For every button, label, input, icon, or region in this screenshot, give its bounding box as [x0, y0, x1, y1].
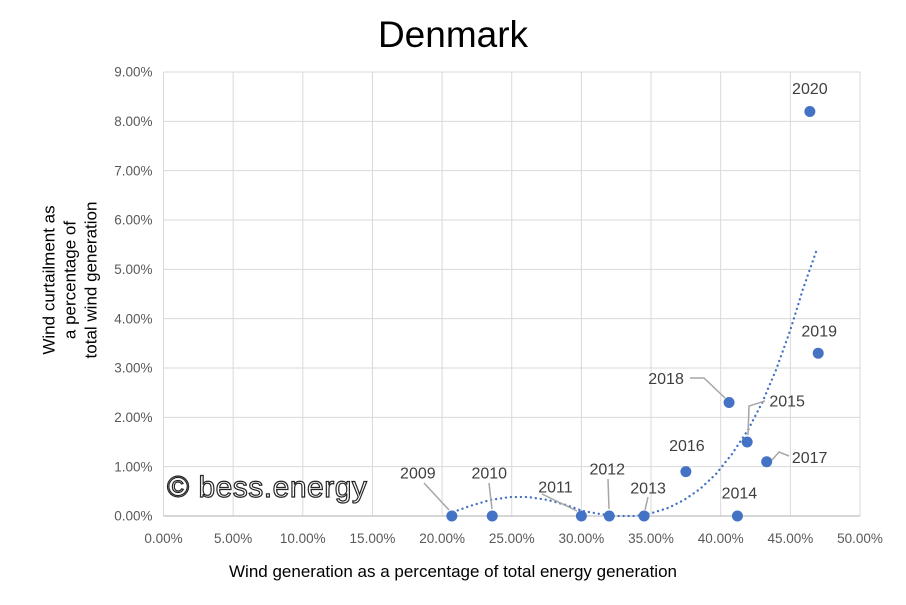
y-tick-label: 2.00%: [114, 410, 152, 425]
x-tick-label: 45.00%: [767, 531, 813, 546]
data-point-label-2020: 2020: [792, 81, 828, 98]
data-point-2013: [638, 510, 650, 522]
leader-line-2013: [644, 496, 649, 511]
x-tick-label: 50.00%: [837, 531, 883, 546]
x-tick-label: 10.00%: [280, 531, 326, 546]
data-point-2018: [723, 397, 735, 409]
x-tick-label: 5.00%: [214, 531, 252, 546]
data-point-label-2010: 2010: [471, 466, 507, 483]
x-tick-label: 20.00%: [419, 531, 465, 546]
y-tick-label: 4.00%: [114, 311, 152, 326]
data-point-label-2019: 2019: [801, 324, 837, 341]
leader-line-2009: [423, 482, 450, 511]
x-tick-label: 15.00%: [350, 531, 396, 546]
data-point-label-2014: 2014: [722, 486, 758, 503]
data-point-2017: [761, 456, 773, 468]
y-tick-label: 7.00%: [114, 163, 152, 178]
data-point-2016: [680, 466, 692, 478]
x-axis-title: Wind generation as a percentage of total…: [229, 562, 677, 581]
leader-line-2012: [607, 478, 610, 510]
data-point-label-2012: 2012: [589, 462, 625, 479]
data-point-label-2018: 2018: [648, 371, 684, 388]
leader-line-2017: [771, 451, 790, 461]
data-point-label-2011: 2011: [538, 480, 573, 497]
data-point-label-2016: 2016: [669, 438, 705, 455]
data-point-2010: [486, 510, 498, 522]
x-tick-label: 35.00%: [628, 531, 674, 546]
chart-title: Denmark: [377, 14, 529, 55]
data-point-2011: [575, 510, 587, 522]
data-point-label-2017: 2017: [792, 450, 828, 467]
data-point-2015: [741, 436, 753, 448]
y-tick-label: 1.00%: [114, 459, 152, 474]
x-tick-label: 0.00%: [144, 531, 182, 546]
y-tick-label: 6.00%: [114, 213, 152, 228]
x-tick-label: 30.00%: [559, 531, 605, 546]
data-point-2019: [812, 347, 824, 359]
watermark: © bess.energy: [166, 470, 368, 504]
data-point-2012: [603, 510, 615, 522]
leader-line-2015: [747, 400, 766, 436]
data-point-2009: [446, 510, 458, 522]
data-point-2014: [731, 510, 743, 522]
data-point-label-2015: 2015: [769, 394, 805, 411]
leader-line-2018: [690, 377, 726, 399]
leader-line-2010: [488, 482, 493, 510]
x-tick-label: 25.00%: [489, 531, 535, 546]
trendline: [451, 247, 819, 518]
y-tick-label: 0.00%: [114, 509, 152, 524]
y-tick-label: 5.00%: [114, 262, 152, 277]
data-point-label-2013: 2013: [630, 481, 666, 498]
leader-line-2011: [541, 493, 578, 512]
y-tick-label: 8.00%: [114, 114, 152, 129]
data-point-label-2009: 2009: [400, 466, 436, 483]
y-tick-label: 9.00%: [114, 65, 152, 80]
data-point-2020: [804, 105, 816, 117]
y-tick-label: 3.00%: [114, 361, 152, 376]
x-tick-label: 40.00%: [698, 531, 744, 546]
